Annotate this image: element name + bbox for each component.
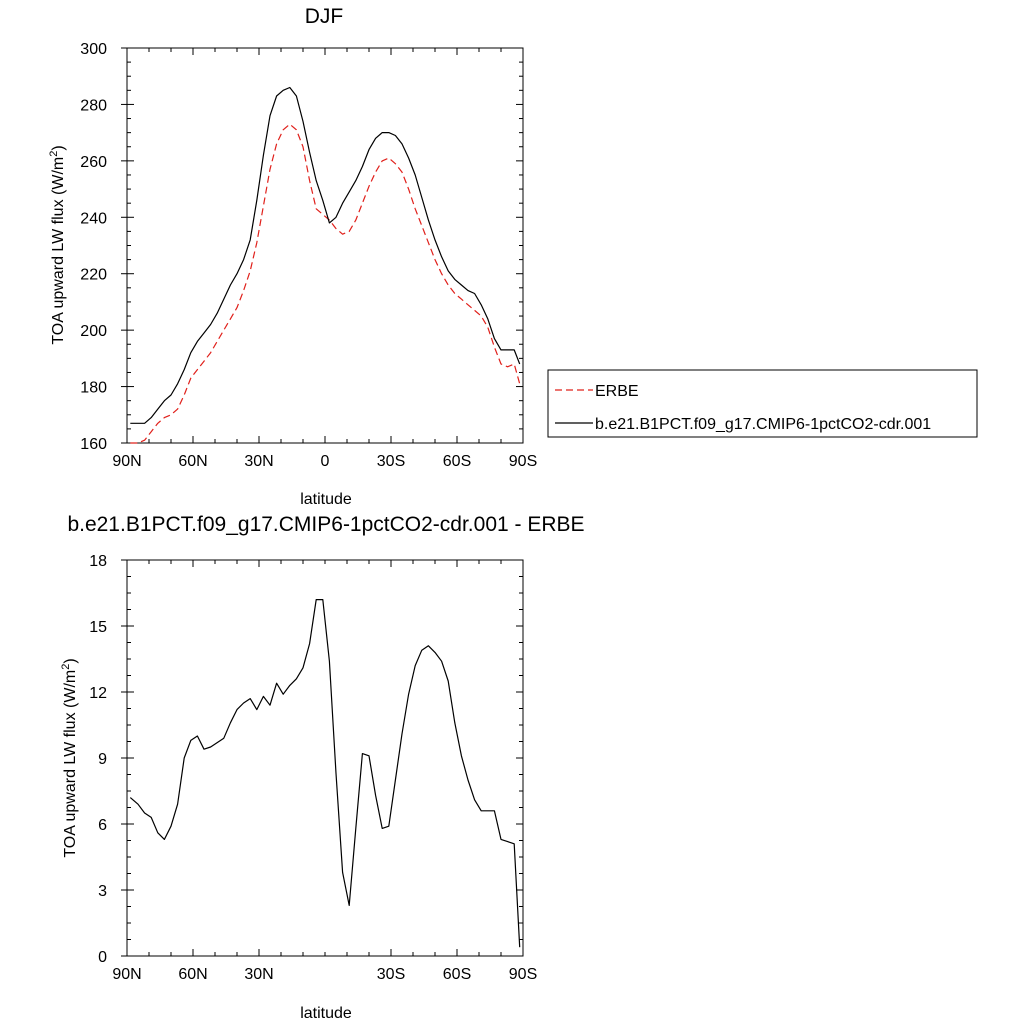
bottom-x-axis-label: latitude <box>300 1005 352 1022</box>
difference-chart: b.e21.B1PCT.f09_g17.CMIP6-1pctCO2-cdr.00… <box>60 513 585 1022</box>
x-tick-label: 30S <box>377 453 405 470</box>
y-tick-label: 12 <box>89 685 107 702</box>
y-tick-label: 15 <box>89 619 107 636</box>
y-tick-label: 220 <box>80 267 107 284</box>
legend-box <box>547 369 978 438</box>
y-tick-label: 0 <box>98 949 107 966</box>
y-tick-label: 260 <box>80 154 107 171</box>
top-x-axis-label: latitude <box>300 491 352 508</box>
y-tick-label: 280 <box>80 97 107 114</box>
y-tick-label: 3 <box>98 883 107 900</box>
bottom-y-axis-label: TOA upward LW flux (W/m2) <box>60 658 79 857</box>
x-tick-label: 90N <box>112 966 141 983</box>
legend: ERBE b.e21.B1PCT.f09_g17.CMIP6-1pctCO2-c… <box>547 369 978 438</box>
y-tick-label: 6 <box>98 817 107 834</box>
series-line-0 <box>129 598 521 948</box>
x-tick-label: 30S <box>377 966 405 983</box>
top-series-group <box>130 86 521 444</box>
top-axis-ticks: 90N 60N 30N 0 30S 60S 90S 160 180 200 220 240 260 280… <box>80 41 537 470</box>
top-plot-frame <box>126 47 524 444</box>
series-line-1 <box>130 86 521 424</box>
bottom-axis-ticks: 90N 60N 30N 30S 60S 90S 0 3 6 9 12 15 18 <box>89 553 537 983</box>
x-tick-label: 90N <box>112 453 141 470</box>
top-y-axis-label: TOA upward LW flux (W/m2) <box>48 145 67 344</box>
y-tick-label: 300 <box>80 41 107 58</box>
x-tick-label: 0 <box>321 453 330 470</box>
bottom-series-group <box>129 598 521 948</box>
x-tick-label: 30N <box>244 966 273 983</box>
top-chart-title: DJF <box>305 5 344 28</box>
x-tick-label: 60S <box>443 966 471 983</box>
y-tick-label: 18 <box>89 553 107 570</box>
djf-chart: DJF 90N 60N 30N 0 30S 60S 90S 160 180 200 220 240 26… <box>48 5 978 508</box>
legend-label-erbe: ERBE <box>595 383 639 400</box>
y-tick-label: 200 <box>80 323 107 340</box>
y-tick-label: 240 <box>80 210 107 227</box>
y-tick-label: 9 <box>98 751 107 768</box>
series-line-0 <box>130 123 521 444</box>
bottom-chart-title: b.e21.B1PCT.f09_g17.CMIP6-1pctCO2-cdr.00… <box>67 513 584 536</box>
x-tick-label: 60S <box>443 453 471 470</box>
y-tick-label: 160 <box>80 436 107 453</box>
x-tick-label: 60N <box>178 966 207 983</box>
legend-label-model: b.e21.B1PCT.f09_g17.CMIP6-1pctCO2-cdr.00… <box>595 416 931 433</box>
x-tick-label: 60N <box>178 453 207 470</box>
x-tick-label: 90S <box>509 453 537 470</box>
x-tick-label: 30N <box>244 453 273 470</box>
x-tick-label: 90S <box>509 966 537 983</box>
y-tick-label: 180 <box>80 380 107 397</box>
